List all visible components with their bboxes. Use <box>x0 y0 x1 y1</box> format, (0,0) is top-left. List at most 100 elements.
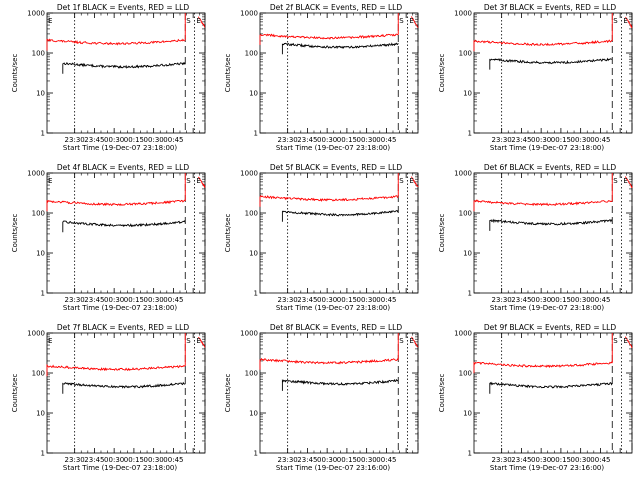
y-tick-label: 1000 <box>27 170 45 178</box>
y-tick-label: 1 <box>468 290 472 298</box>
series-line-lld <box>46 38 186 51</box>
y-axis-label: Counts/sec <box>438 214 446 253</box>
series-line-events <box>489 218 613 231</box>
annotation-label: S <box>186 177 191 185</box>
y-tick-label: 1000 <box>454 330 472 338</box>
x-tick-label: 23:30 <box>278 456 298 464</box>
x-axis-label: Start Time (19-Dec-07 23:18:00) <box>276 144 390 152</box>
y-tick-label: 1 <box>468 450 472 458</box>
panel-title: Det 9f BLACK = Events, RED = LLD <box>484 323 617 332</box>
annotation-label: S <box>399 177 404 185</box>
y-tick-label: 1 <box>254 450 258 458</box>
plot-frame <box>473 332 633 454</box>
x-tick-label: 00:15 <box>337 456 357 464</box>
x-tick-label: 00:45 <box>376 456 396 464</box>
x-axis-label: Start Time (19-Dec-07 23:18:00) <box>490 304 604 312</box>
x-tick-label: 00:30 <box>571 296 591 304</box>
y-axis-label: Counts/sec <box>11 374 19 413</box>
x-tick-label: 23:30 <box>65 296 85 304</box>
x-tick-label: 00:45 <box>376 296 396 304</box>
x-tick-label: 23:45 <box>297 296 317 304</box>
x-tick-label: 00:45 <box>163 136 183 144</box>
series-line-lld <box>46 199 186 212</box>
y-tick-label: 1 <box>254 130 258 138</box>
series-decay <box>197 176 206 188</box>
series-decay <box>624 176 633 189</box>
series-decay <box>197 16 206 28</box>
series-decay <box>624 336 633 349</box>
panel-title: Det 8f BLACK = Events, RED = LLD <box>270 323 403 332</box>
x-tick-label: 23:30 <box>492 136 512 144</box>
annotation-label: S <box>613 177 618 185</box>
x-tick-label: 23:30 <box>65 456 85 464</box>
series-line-events <box>62 61 186 74</box>
x-tick-label: 00:30 <box>357 456 377 464</box>
annotation-label: S <box>399 337 404 345</box>
x-tick-label: 23:30 <box>65 136 85 144</box>
series-line-events <box>281 378 399 391</box>
annotation-label: S <box>399 17 404 25</box>
x-tick-label: 00:30 <box>357 136 377 144</box>
annotation-label: E <box>48 17 52 25</box>
x-tick-label: 00:15 <box>124 296 144 304</box>
y-tick-label: 1 <box>468 130 472 138</box>
x-tick-label: 00:45 <box>590 296 610 304</box>
x-tick-label: 23:45 <box>511 136 531 144</box>
series-decay <box>411 176 419 188</box>
y-tick-label: 10 <box>36 90 45 98</box>
y-tick-label: 10 <box>249 250 258 258</box>
annotation-label: E <box>48 177 52 185</box>
detector-panel-8: Det 8f BLACK = Events, RED = LLD 1 10 100 10… <box>224 323 419 472</box>
y-tick-label: 100 <box>245 50 258 58</box>
y-tick-label: 10 <box>463 90 472 98</box>
y-axis-label: Counts/sec <box>224 374 232 413</box>
x-tick-label: 00:30 <box>104 456 124 464</box>
x-tick-label: 23:45 <box>84 296 104 304</box>
series-line-lld <box>46 364 186 377</box>
x-tick-label: 00:15 <box>124 456 144 464</box>
series-line-events <box>281 210 399 222</box>
panel-title: Det 3f BLACK = Events, RED = LLD <box>484 3 617 12</box>
y-tick-label: 1000 <box>240 170 258 178</box>
x-tick-label: 23:30 <box>278 296 298 304</box>
x-tick-label: 00:30 <box>357 296 377 304</box>
annotation-label: E <box>409 337 413 345</box>
x-axis-label: Start Time (19-Dec-07 23:18:00) <box>63 144 177 152</box>
plot-frame <box>473 12 633 134</box>
series-line-events <box>281 42 399 55</box>
annotation-label: S <box>186 17 191 25</box>
annotation-label: E <box>196 17 200 25</box>
x-tick-label: 23:45 <box>84 456 104 464</box>
x-tick-label: 00:15 <box>551 296 571 304</box>
x-tick-label: 00:30 <box>531 136 551 144</box>
x-tick-label: 23:30 <box>492 456 512 464</box>
y-tick-label: 1000 <box>27 330 45 338</box>
x-tick-label: 23:45 <box>511 456 531 464</box>
series-decay <box>197 336 206 348</box>
y-tick-label: 100 <box>32 50 45 58</box>
panel-title: Det 2f BLACK = Events, RED = LLD <box>270 3 403 12</box>
y-tick-label: 1000 <box>240 330 258 338</box>
x-tick-label: 00:30 <box>144 456 164 464</box>
y-tick-label: 10 <box>463 410 472 418</box>
panel-title: Det 4f BLACK = Events, RED = LLD <box>57 163 190 172</box>
detector-panel-6: Det 6f BLACK = Events, RED = LLD 1 10 100 10… <box>438 163 633 312</box>
x-axis-label: Start Time (19-Dec-07 23:18:00) <box>63 464 177 472</box>
y-axis-label: Counts/sec <box>224 214 232 253</box>
detector-panel-1: Det 1f BLACK = Events, RED = LLD 1 10 100 10… <box>11 3 206 152</box>
x-tick-label: 00:30 <box>571 456 591 464</box>
annotation-label: S <box>186 337 191 345</box>
x-tick-label: 23:45 <box>297 136 317 144</box>
x-axis-label: Start Time (19-Dec-07 23:16:00) <box>490 464 604 472</box>
annotation-label: E <box>623 17 627 25</box>
panel-title: Det 6f BLACK = Events, RED = LLD <box>484 163 617 172</box>
y-axis-label: Counts/sec <box>438 374 446 413</box>
plot-frame <box>46 12 206 134</box>
x-tick-label: 00:30 <box>531 296 551 304</box>
annotation-label: E <box>409 17 413 25</box>
x-tick-label: 00:15 <box>337 136 357 144</box>
annotation-label: E <box>623 177 627 185</box>
x-tick-label: 00:45 <box>376 136 396 144</box>
x-tick-label: 23:30 <box>492 296 512 304</box>
y-tick-label: 10 <box>36 410 45 418</box>
